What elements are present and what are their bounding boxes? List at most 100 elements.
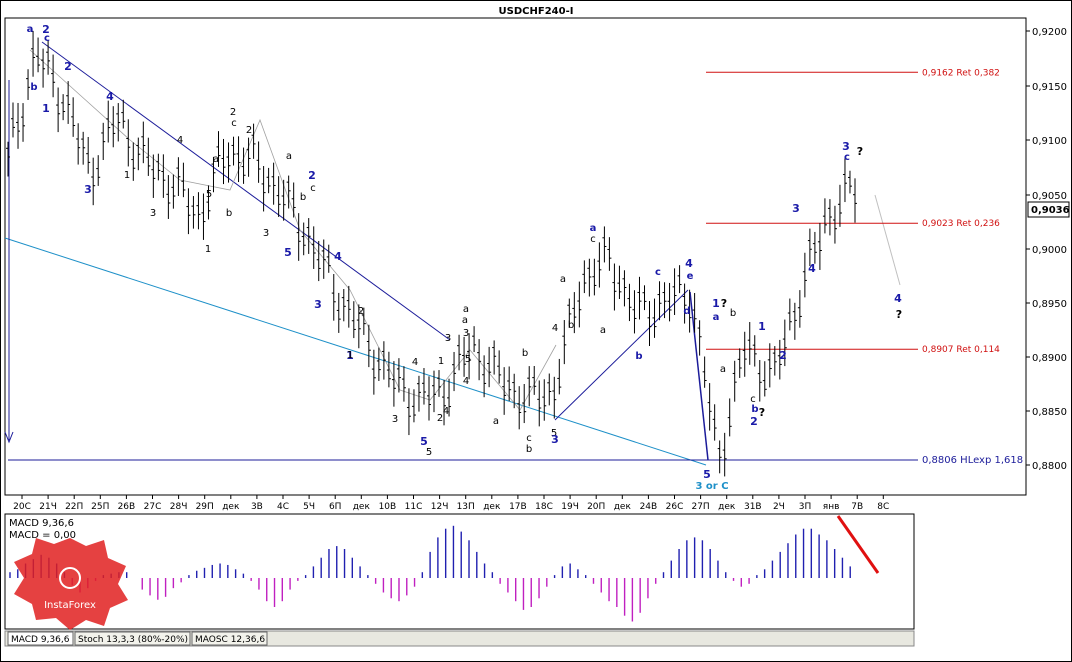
date-tick: 28Ч [170,502,188,512]
channel-line [554,289,689,421]
projection-line [874,194,901,286]
macd-value: MACD = 0,00 [9,530,76,541]
wave-label: c [655,267,661,278]
wave-label: 2 [308,169,316,182]
tab-stoch[interactable] [74,631,191,646]
wave-label: 4 [552,323,558,334]
wave-label: a [720,364,726,375]
price-tick: 0,8950 [1032,299,1067,310]
wave-path-line [29,49,557,411]
wave-label: 1 [438,356,444,367]
wave-label: b [522,348,528,359]
indicator-tabs[interactable]: MACD 9,36,6 Stoch 13,3,3 (80%-20%) MAOSC… [7,631,268,646]
wave-label: 5 [206,189,212,200]
wave-label: 1 [42,102,50,115]
wave-label: 2 [750,415,758,428]
date-tick: 20П [587,502,605,512]
date-axis: 20С 21Ч 22П 25П 26В 27С 28Ч 29П дек 3В 4С 5Ч 6П дек 10… [5,494,1026,512]
price-tick: 0,9000 [1032,245,1067,256]
wave-label: 4 [685,257,693,270]
wave-arrow-head [4,431,14,444]
date-tick: 6П [329,502,342,512]
upper-trendline [41,41,451,341]
date-tick: дек [718,502,736,512]
date-tick: 12Ч [431,502,449,512]
wave-label: 1 [347,350,353,361]
wave-label: b [526,444,532,455]
wave-label: 3 [263,228,269,239]
date-tick: 31В [744,502,762,512]
wave-label: 3 [150,208,156,219]
price-axis: 0,9200 0,9150 0,9100 0,9050 0,9000 0,895… [1026,27,1067,472]
tab-macd[interactable] [7,631,74,646]
wave-label: ? [721,297,727,310]
wave-label: 5 [420,435,428,448]
date-tick: 21Ч [39,502,57,512]
wave-label: b [226,208,232,219]
ret-label: 0,8907 Ret 0,114 [922,345,1000,355]
wave-label: 3 [445,333,451,344]
price-tick: 0,9050 [1032,191,1067,202]
wave-label: c [526,433,532,444]
wave-label: 3 [84,183,92,196]
date-tick: 17В [509,502,527,512]
price-tick: 0,8850 [1032,407,1067,418]
wave-label: c [231,118,237,129]
date-tick: 13П [457,502,475,512]
wave-label: 1 [346,349,354,362]
wave-label: 1 [124,170,130,181]
tab-maosc[interactable] [191,631,268,646]
wave-label: 4 [177,135,183,146]
wave-label: e [687,271,694,282]
wave-label: 4 [894,292,902,305]
tab-stoch-label: Stoch 13,3,3 (80%-20%) [78,635,188,645]
date-tick: 19Ч [561,502,579,512]
retracement-lines: 0,9162 Ret 0,382 0,9023 Ret 0,236 0,8907 R… [706,68,1000,355]
wave-label: ? [896,308,902,321]
wave-label: 3 [551,433,559,446]
wave-label: 2 [246,125,252,136]
wave-label: 5 [703,468,711,481]
wave-label: c [310,183,316,194]
brand-icon [59,567,81,589]
wave-label: 1 [712,297,720,310]
wave-label: 2 [358,306,364,317]
date-tick: 20С [13,502,31,512]
macd-title: MACD 9,36,6 [9,518,74,529]
wave-label: b [300,192,306,203]
wave-label: c [44,33,50,44]
lower-trendline [4,237,707,466]
date-tick: дек [353,502,371,512]
date-tick: 11С [405,502,423,512]
trendlines [4,41,901,466]
macd-panel [4,513,915,630]
wave-label: a [493,416,499,427]
wave-label: a [560,274,566,285]
price-tick: 0,9100 [1032,136,1067,147]
wave-label: a [213,154,219,165]
date-tick: янв [823,502,840,512]
wave-label: c [750,394,756,405]
current-price-box [1027,201,1070,218]
wave-label: 4 [334,250,342,263]
date-tick: 25П [91,502,109,512]
wave-label: 2 [230,107,236,118]
wave-label: 5 [426,447,432,458]
wave-label: 2 [42,23,50,36]
wave-label: 3 or C [695,481,728,492]
date-tick: 8С [877,502,889,512]
date-tick: 26С [666,502,684,512]
tab-macd-label: MACD 9,36,6 [11,635,70,645]
date-tick: 2Ч [773,502,785,512]
wave-label: b [635,351,642,362]
date-tick: 24В [640,502,658,512]
wave-label: 4 [106,90,114,103]
wave-label: b [751,404,758,415]
wave-label: 4 [808,262,816,275]
wave-label: b [730,308,736,319]
wave-label: a [462,315,468,326]
date-tick: 27П [691,502,709,512]
wave-5-drop-line [689,291,709,461]
macd-divergence-line [836,515,880,574]
wave-label: c [590,234,596,245]
